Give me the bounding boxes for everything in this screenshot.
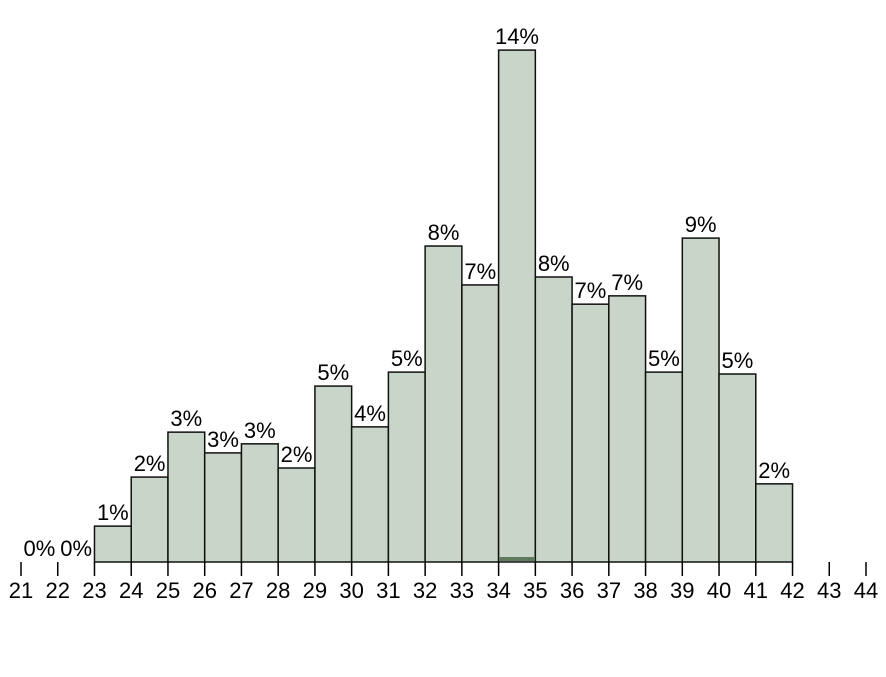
value-label: 2% xyxy=(281,442,313,467)
bar xyxy=(534,276,573,563)
value-label: 4% xyxy=(354,401,386,426)
bar xyxy=(497,49,537,563)
value-label: 0% xyxy=(23,536,55,561)
value-label: 7% xyxy=(575,278,607,303)
bar xyxy=(461,284,500,563)
x-tick-label: 37 xyxy=(597,578,621,603)
x-tick-label: 28 xyxy=(266,578,290,603)
highlight-marker xyxy=(499,557,535,561)
x-tick-label: 22 xyxy=(45,578,69,603)
value-label: 14% xyxy=(495,24,539,49)
value-label: 3% xyxy=(170,406,202,431)
x-tick-label: 40 xyxy=(707,578,731,603)
bar xyxy=(277,467,316,563)
x-tick-label: 30 xyxy=(339,578,363,603)
value-label: 2% xyxy=(134,451,166,476)
bar xyxy=(681,237,720,563)
value-label: 5% xyxy=(722,348,754,373)
bar xyxy=(424,245,463,563)
x-tick-label: 34 xyxy=(486,578,510,603)
bar xyxy=(314,385,353,563)
x-tick-label: 25 xyxy=(156,578,180,603)
x-tick-label: 24 xyxy=(119,578,143,603)
value-label: 1% xyxy=(97,500,129,525)
x-tick-label: 38 xyxy=(633,578,657,603)
value-label: 5% xyxy=(648,346,680,371)
x-tick-label: 44 xyxy=(854,578,878,603)
x-tick-label: 23 xyxy=(82,578,106,603)
value-label: 7% xyxy=(464,259,496,284)
x-tick-label: 27 xyxy=(229,578,253,603)
x-tick-label: 41 xyxy=(744,578,768,603)
x-tick-label: 42 xyxy=(780,578,804,603)
bar xyxy=(718,373,757,563)
value-label: 5% xyxy=(391,346,423,371)
x-tick-label: 21 xyxy=(9,578,33,603)
x-tick-label: 26 xyxy=(192,578,216,603)
value-label: 0% xyxy=(60,536,92,561)
x-tick-label: 36 xyxy=(560,578,584,603)
x-tick-label: 32 xyxy=(413,578,437,603)
bar xyxy=(387,371,426,563)
value-label: 3% xyxy=(207,427,239,452)
bar xyxy=(167,431,206,563)
value-label: 7% xyxy=(611,270,643,295)
x-tick-label: 33 xyxy=(450,578,474,603)
bar xyxy=(130,476,169,563)
x-tick-label: 29 xyxy=(303,578,327,603)
bar xyxy=(240,443,279,563)
value-label: 9% xyxy=(685,212,717,237)
bar xyxy=(608,295,647,563)
x-tick-label: 31 xyxy=(376,578,400,603)
value-label: 3% xyxy=(244,418,276,443)
x-tick-label: 43 xyxy=(817,578,841,603)
x-tick-label: 39 xyxy=(670,578,694,603)
bar xyxy=(571,303,610,563)
bar xyxy=(203,452,243,563)
value-label: 8% xyxy=(538,251,570,276)
value-label: 8% xyxy=(428,220,460,245)
bar xyxy=(644,371,684,563)
value-label: 2% xyxy=(758,458,790,483)
value-label: 5% xyxy=(317,360,349,385)
bar xyxy=(755,483,794,563)
bar xyxy=(93,525,132,563)
x-tick-label: 35 xyxy=(523,578,547,603)
bar xyxy=(350,426,390,563)
